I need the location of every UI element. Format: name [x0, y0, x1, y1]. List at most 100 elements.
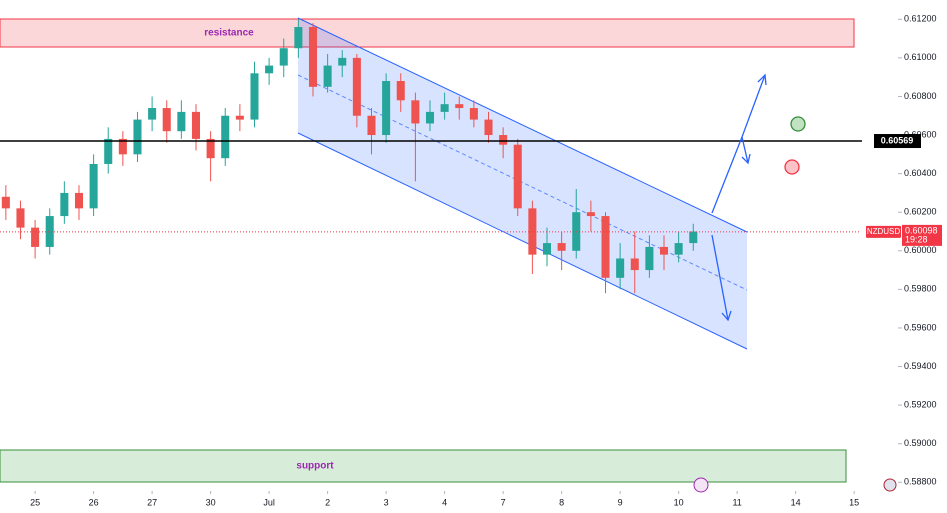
x-tick-label: 7: [501, 497, 506, 507]
candle-body: [469, 108, 478, 120]
candle-body: [396, 81, 405, 101]
candle-body: [528, 208, 537, 255]
candle-body: [235, 115, 244, 120]
price-box: [902, 224, 942, 246]
candle-body: [499, 135, 508, 145]
x-tick-label: 2: [325, 497, 330, 507]
candle-body: [455, 104, 464, 109]
drawings: resistance support: [0, 17, 855, 483]
candle-body: [31, 227, 40, 247]
candle-body: [689, 231, 698, 244]
y-tick-label: 0.60000: [904, 245, 937, 255]
level-label: 0.60569: [881, 135, 914, 145]
y-tick-label: 0.59800: [904, 284, 937, 294]
candle-body: [352, 57, 361, 116]
candle-body: [148, 108, 157, 120]
y-tick-label: 0.59600: [904, 322, 937, 332]
arrow-head: [721, 310, 732, 322]
candle-body: [265, 65, 274, 74]
x-tick-label: 26: [89, 497, 99, 507]
stop-marker: [784, 159, 800, 175]
y-tick-label: 0.59200: [904, 399, 937, 409]
x-tick-label: 9: [618, 497, 623, 507]
candle-body: [484, 119, 493, 136]
zone-label: resistance: [204, 28, 254, 39]
x-tick-label: Jul: [263, 497, 275, 507]
candle-body: [616, 258, 625, 278]
support-zone: [0, 449, 847, 483]
y-tick-label: 0.60200: [904, 207, 937, 217]
candle-body: [16, 208, 25, 228]
price-axis: 0.612000.610000.608000.606000.604000.602…: [30, 14, 942, 507]
countdown-label: 19:28: [905, 234, 928, 244]
target-marker: [790, 116, 806, 132]
candle-body: [367, 115, 376, 136]
candle-body: [542, 243, 552, 255]
candle-body: [162, 108, 171, 132]
y-tick-label: 0.61200: [904, 14, 937, 24]
candle-body: [250, 73, 259, 120]
channel-fill: [298, 18, 747, 349]
x-tick-label: 15: [849, 497, 859, 507]
candle-body: [133, 119, 142, 155]
x-tick-label: 11: [732, 497, 741, 507]
channel-line: [297, 17, 748, 233]
candle-body: [601, 216, 610, 278]
candle-body: [586, 212, 595, 217]
y-tick-label: 0.59000: [904, 438, 937, 448]
candle-body: [513, 144, 522, 209]
arrows: [711, 73, 806, 322]
level-label-box: [874, 134, 921, 149]
candle-body: [308, 27, 318, 87]
candle-body: [104, 138, 113, 164]
zone-label: support: [296, 461, 334, 472]
candle-body: [206, 138, 215, 159]
x-tick-label: 4: [442, 497, 447, 507]
x-tick-label: 27: [147, 497, 157, 507]
candle-body: [191, 111, 201, 139]
candle-body: [440, 104, 449, 112]
candle-body: [177, 111, 186, 132]
candle-body: [323, 65, 332, 87]
y-tick-label: 0.60400: [904, 168, 937, 178]
x-tick-label: 30: [206, 497, 216, 507]
candle-body: [74, 192, 84, 209]
y-tick-label: 0.61000: [904, 52, 937, 62]
currency-flag[interactable]: [883, 478, 897, 492]
arrow-head: [741, 153, 751, 165]
arrow: [741, 136, 749, 164]
candle-body: [89, 163, 98, 209]
plot: [0, 19, 862, 294]
candle-body: [1, 196, 10, 209]
channel-line: [297, 132, 748, 350]
channel-midline: [297, 74, 748, 291]
resistance-zone: [0, 18, 855, 48]
y-tick-label: 0.58800: [904, 477, 937, 487]
x-tick-label: 3: [384, 497, 389, 507]
candle-body: [294, 27, 303, 49]
event-icon[interactable]: [693, 477, 709, 493]
arrow: [711, 234, 729, 321]
candle-body: [118, 138, 127, 155]
x-tick-label: 8: [559, 497, 564, 507]
candle-body: [645, 246, 654, 271]
y-tick-label: 0.59400: [904, 361, 937, 371]
candle-body: [630, 258, 639, 271]
x-tick-label: 10: [674, 497, 684, 507]
candle-body: [674, 243, 683, 255]
candle-body: [382, 81, 391, 136]
arrow-head: [757, 73, 767, 86]
candle-body: [425, 111, 435, 124]
arrow: [711, 74, 766, 214]
candle-body: [411, 100, 420, 124]
candle-body: [338, 57, 347, 66]
price-label: 0.60098: [905, 225, 938, 235]
candle-body: [221, 115, 230, 159]
symbol-box: [866, 225, 901, 238]
candle-body: [659, 246, 669, 255]
y-tick-label: 0.60800: [904, 91, 937, 101]
symbol-label: NZDUSD: [867, 227, 901, 236]
x-tick-label: 25: [30, 497, 40, 507]
